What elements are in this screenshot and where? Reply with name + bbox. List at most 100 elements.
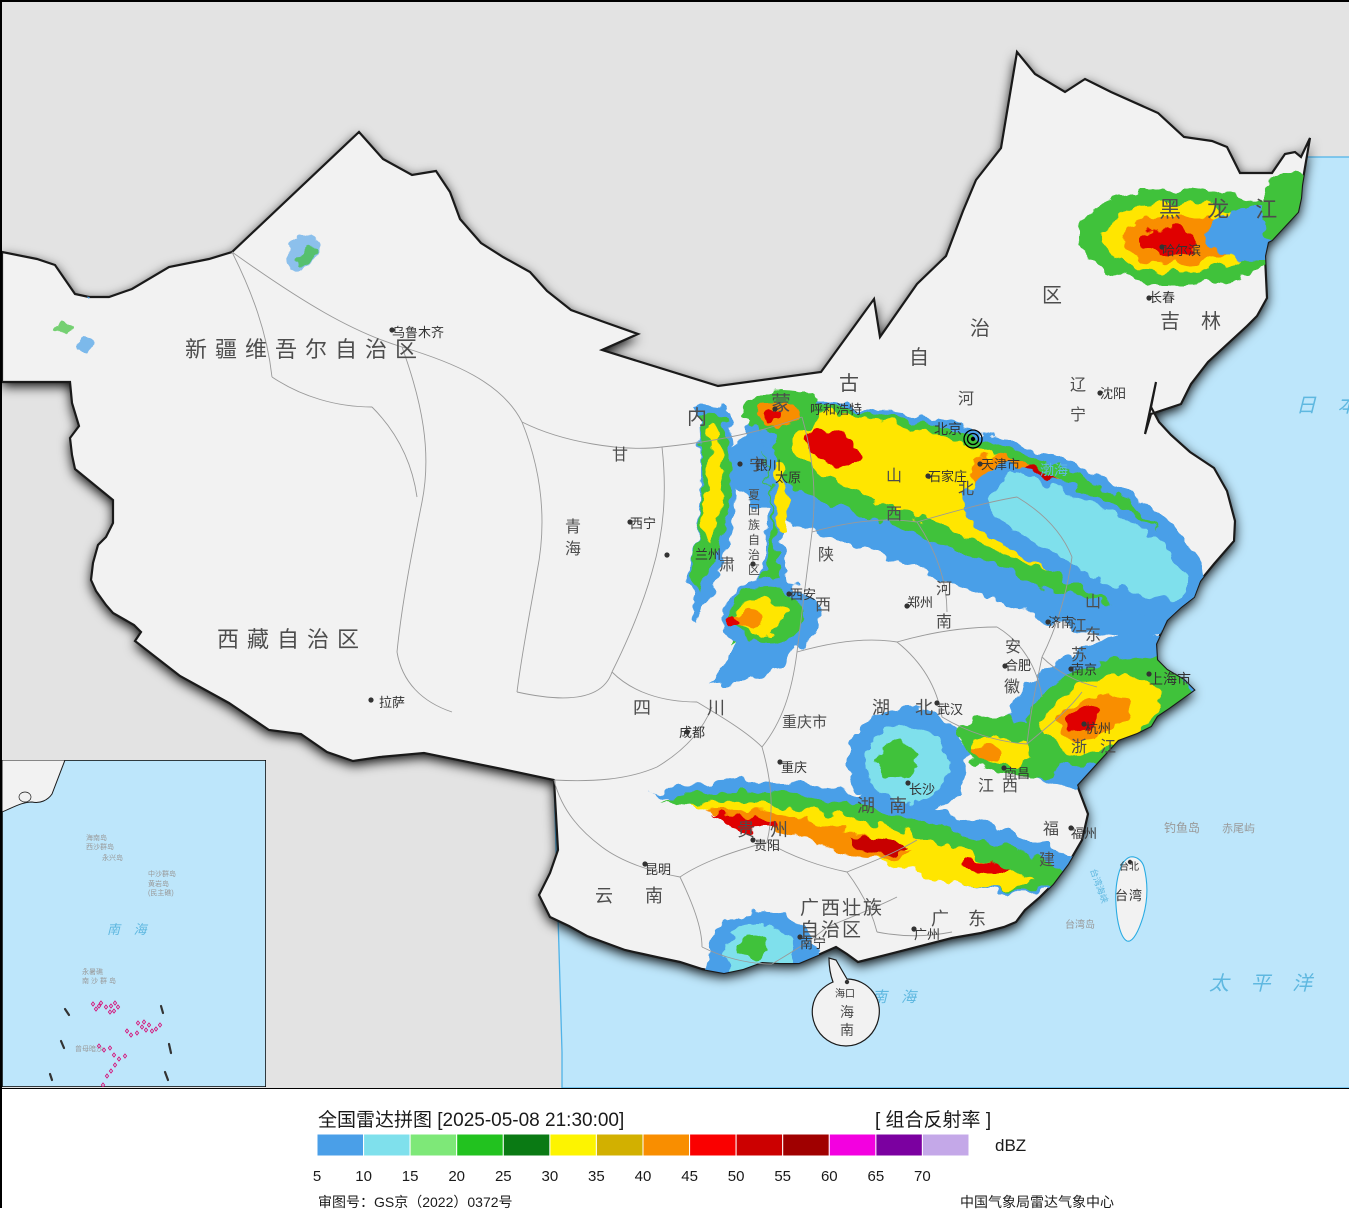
svg-text:海南岛: 海南岛: [86, 833, 107, 842]
svg-text:西宁: 西宁: [630, 516, 656, 531]
svg-text:70: 70: [914, 1168, 931, 1185]
svg-text:海: 海: [840, 1004, 854, 1020]
svg-text:河: 河: [936, 580, 952, 598]
svg-text:15: 15: [402, 1168, 419, 1185]
svg-text:自: 自: [909, 346, 929, 369]
svg-text:45: 45: [681, 1168, 698, 1185]
svg-text:50: 50: [728, 1168, 745, 1185]
svg-text:山: 山: [886, 467, 902, 485]
svg-text:南 海: 南 海: [107, 922, 152, 937]
svg-text:南: 南: [840, 1022, 854, 1038]
svg-text:广: 广: [931, 909, 949, 929]
svg-text:四: 四: [633, 698, 651, 718]
svg-text:西藏自治区: 西藏自治区: [217, 627, 367, 652]
svg-text:西安: 西安: [790, 587, 816, 602]
svg-text:乌鲁木齐: 乌鲁木齐: [392, 325, 444, 340]
svg-text:夏: 夏: [748, 488, 760, 502]
svg-text:海: 海: [565, 540, 581, 558]
svg-text:广州: 广州: [914, 927, 940, 942]
svg-text:上海市: 上海市: [1149, 671, 1191, 687]
svg-text:40: 40: [635, 1168, 652, 1185]
svg-text:兰州: 兰州: [695, 547, 721, 562]
svg-text:区: 区: [1042, 285, 1062, 307]
svg-text:西: 西: [1002, 778, 1018, 795]
svg-text:曾母暗沙: 曾母暗沙: [75, 1044, 103, 1053]
svg-text:(民主礁): (民主礁): [148, 888, 174, 897]
svg-text:呼和浩特: 呼和浩特: [810, 402, 862, 417]
svg-text:郑州: 郑州: [907, 595, 933, 610]
svg-text:江: 江: [1071, 617, 1087, 635]
svg-text:台湾岛: 台湾岛: [1065, 918, 1095, 931]
svg-text:重庆市: 重庆市: [782, 714, 827, 731]
svg-text:成都: 成都: [679, 725, 705, 740]
svg-text:沈阳: 沈阳: [1100, 386, 1126, 401]
svg-text:广西壮族: 广西壮族: [800, 897, 884, 919]
svg-text:州: 州: [770, 820, 788, 840]
svg-text:天津市: 天津市: [981, 457, 1020, 472]
svg-text:dBZ: dBZ: [995, 1136, 1026, 1155]
svg-text:西沙群岛: 西沙群岛: [86, 842, 114, 851]
svg-text:哈尔滨: 哈尔滨: [1162, 243, 1201, 258]
svg-text:黄岩岛: 黄岩岛: [148, 879, 169, 888]
svg-text:日 本 海: 日 本 海: [1296, 395, 1349, 417]
svg-text:林: 林: [1201, 310, 1221, 333]
svg-text:甘: 甘: [612, 446, 628, 464]
svg-text:北京: 北京: [934, 421, 962, 437]
svg-text:赤尾屿: 赤尾屿: [1222, 822, 1255, 835]
svg-text:南沙群岛: 南沙群岛: [82, 976, 118, 985]
svg-text:65: 65: [868, 1168, 885, 1185]
svg-text:南: 南: [936, 613, 952, 631]
svg-text:中沙群岛: 中沙群岛: [148, 869, 176, 878]
svg-text:治: 治: [970, 317, 990, 340]
svg-text:福: 福: [1043, 820, 1059, 838]
svg-text:福州: 福州: [1071, 826, 1097, 841]
svg-text:南宁: 南宁: [800, 936, 826, 951]
svg-text:蒙: 蒙: [771, 392, 791, 415]
svg-text:吉: 吉: [1160, 310, 1180, 333]
svg-text:安: 安: [1005, 638, 1021, 656]
svg-text:武汉: 武汉: [937, 702, 963, 717]
svg-text:拉萨: 拉萨: [379, 695, 405, 710]
svg-text:古: 古: [839, 372, 859, 395]
svg-text:河: 河: [958, 390, 974, 408]
svg-text:青: 青: [565, 518, 581, 536]
svg-text:60: 60: [821, 1168, 838, 1185]
svg-text:湖: 湖: [857, 796, 875, 816]
svg-text:合肥: 合肥: [1005, 658, 1031, 673]
svg-text:钓鱼岛: 钓鱼岛: [1164, 820, 1200, 835]
svg-text:长沙: 长沙: [909, 782, 935, 797]
svg-text:石家庄: 石家庄: [928, 469, 967, 484]
svg-text:徽: 徽: [1004, 678, 1020, 696]
svg-text:山: 山: [1085, 593, 1101, 611]
svg-text:贵阳: 贵阳: [754, 838, 780, 853]
svg-text:南 海: 南 海: [872, 989, 921, 1006]
svg-text:10: 10: [355, 1168, 372, 1185]
svg-text:35: 35: [588, 1168, 605, 1185]
svg-text:江: 江: [1100, 738, 1116, 756]
svg-text:西: 西: [886, 506, 902, 523]
svg-text:陕: 陕: [818, 546, 834, 564]
svg-text:治: 治: [748, 548, 760, 562]
svg-text:5: 5: [313, 1168, 321, 1185]
svg-text:昆明: 昆明: [645, 862, 671, 877]
svg-text:长春: 长春: [1149, 290, 1175, 305]
svg-text:东: 东: [968, 909, 986, 929]
svg-text:浙: 浙: [1071, 738, 1087, 756]
svg-text:永暑礁: 永暑礁: [82, 967, 103, 976]
svg-text:杭州: 杭州: [1085, 721, 1111, 736]
svg-text:云: 云: [595, 886, 613, 906]
svg-text:南: 南: [889, 796, 907, 816]
svg-text:回: 回: [748, 503, 760, 517]
svg-text:台湾: 台湾: [1115, 888, 1143, 903]
svg-text:内: 内: [687, 406, 707, 429]
svg-text:建: 建: [1039, 851, 1055, 869]
svg-text:南京: 南京: [1071, 662, 1097, 677]
svg-text:南: 南: [645, 886, 663, 906]
svg-text:西: 西: [815, 597, 831, 614]
svg-text:黑 龙 江: 黑 龙 江: [1159, 197, 1287, 222]
svg-text:20: 20: [448, 1168, 465, 1185]
svg-text:辽: 辽: [1070, 376, 1086, 394]
svg-text:30: 30: [542, 1168, 559, 1185]
svg-text:25: 25: [495, 1168, 512, 1185]
svg-text:贵: 贵: [737, 820, 755, 840]
